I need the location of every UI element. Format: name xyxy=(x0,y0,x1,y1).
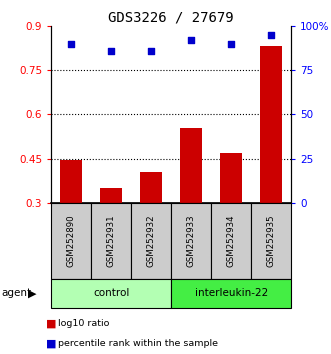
Bar xyxy=(220,153,242,291)
Text: interleukin-22: interleukin-22 xyxy=(195,289,268,298)
Text: GSM252890: GSM252890 xyxy=(67,215,76,267)
Text: GSM252931: GSM252931 xyxy=(107,215,116,267)
Bar xyxy=(180,127,202,291)
Bar xyxy=(100,188,122,291)
Text: GSM252933: GSM252933 xyxy=(187,215,196,267)
Text: control: control xyxy=(93,289,129,298)
Point xyxy=(149,48,154,53)
Point xyxy=(269,32,274,38)
Text: GSM252935: GSM252935 xyxy=(267,215,276,267)
Title: GDS3226 / 27679: GDS3226 / 27679 xyxy=(109,11,234,25)
Point xyxy=(69,41,74,46)
Text: ■: ■ xyxy=(46,338,57,348)
Text: ▶: ▶ xyxy=(28,289,37,298)
Text: log10 ratio: log10 ratio xyxy=(58,319,109,329)
Text: ■: ■ xyxy=(46,319,57,329)
Point xyxy=(229,41,234,46)
Text: agent: agent xyxy=(2,289,32,298)
Text: GSM252932: GSM252932 xyxy=(147,215,156,267)
Text: percentile rank within the sample: percentile rank within the sample xyxy=(58,339,218,348)
Bar xyxy=(60,160,82,291)
Point xyxy=(189,37,194,43)
Bar xyxy=(260,46,282,291)
Bar xyxy=(140,172,162,291)
Text: GSM252934: GSM252934 xyxy=(227,215,236,267)
Point xyxy=(109,48,114,53)
